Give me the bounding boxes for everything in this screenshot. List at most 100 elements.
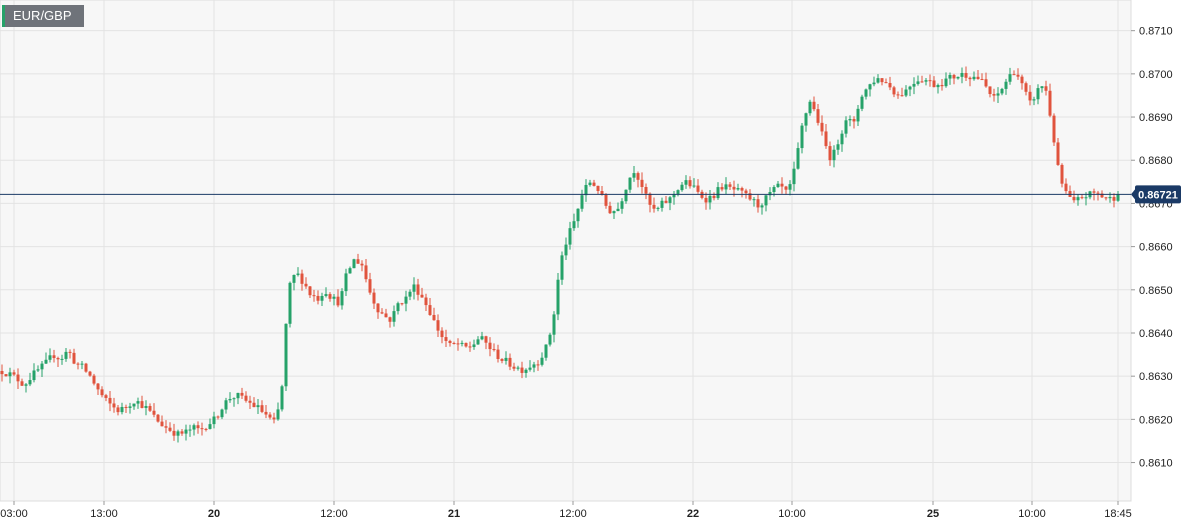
candle-body: [188, 429, 192, 431]
candle-body: [608, 205, 612, 214]
candle-body: [180, 431, 184, 434]
candle-body: [824, 131, 828, 147]
candle-body: [504, 357, 508, 361]
candle-body: [152, 410, 156, 415]
candle-body: [968, 77, 972, 80]
candle-body: [832, 149, 836, 161]
candle-body: [480, 336, 484, 340]
candle-body: [800, 125, 804, 149]
candle-body: [396, 303, 400, 312]
candle-body: [680, 184, 684, 191]
candle-body: [128, 406, 132, 408]
candle-body: [720, 187, 724, 190]
candle-body: [1080, 197, 1084, 199]
candle-body: [672, 193, 676, 198]
candle-body: [956, 76, 960, 79]
candle-body: [260, 405, 264, 412]
candle-body: [64, 351, 68, 359]
candle-body: [1056, 142, 1060, 165]
candle-body: [1108, 196, 1112, 199]
current-price-label-bg: [1135, 185, 1181, 204]
candle-body: [468, 346, 472, 348]
candle-body: [804, 113, 808, 126]
candle-body: [928, 80, 932, 82]
candle-body: [344, 273, 348, 292]
candle-body: [340, 291, 344, 306]
y-tick-label: 0.8630: [1139, 371, 1173, 383]
candle-body: [268, 414, 272, 418]
candle-body: [100, 389, 104, 396]
candle-body: [240, 392, 244, 396]
x-tick-label: 12:00: [559, 508, 587, 520]
candle-body: [752, 199, 756, 201]
candle-body: [668, 197, 672, 203]
x-tick-label: 12:00: [320, 508, 348, 520]
candle-body: [876, 78, 880, 83]
candle-body: [56, 358, 60, 360]
candle-body: [988, 86, 992, 95]
candle-body: [320, 295, 324, 301]
symbol-badge[interactable]: EUR/GBP: [2, 5, 84, 27]
candle-body: [244, 395, 248, 401]
candle-body: [712, 195, 716, 199]
candle-body: [200, 428, 204, 430]
candle-body: [304, 283, 308, 287]
candle-body: [708, 195, 712, 203]
candle-body: [872, 82, 876, 85]
candle-body: [1016, 74, 1020, 77]
candle-body: [160, 421, 164, 427]
candle-body: [820, 122, 824, 132]
candle-body: [1100, 193, 1104, 198]
candle-body: [328, 294, 332, 299]
candle-body: [72, 352, 76, 364]
candle-body: [292, 274, 296, 283]
candle-body: [496, 349, 500, 360]
candle-body: [92, 375, 96, 384]
candle-body: [856, 108, 860, 122]
candle-body: [632, 173, 636, 178]
candle-body: [892, 87, 896, 95]
candle-body: [528, 367, 532, 370]
candle-body: [288, 282, 292, 324]
candle-body: [192, 425, 196, 430]
candle-body: [584, 184, 588, 196]
candle-body: [716, 187, 720, 199]
candle-body: [844, 120, 848, 134]
candle-body: [556, 279, 560, 315]
candle-body: [772, 187, 776, 193]
candle-body: [576, 208, 580, 222]
candle-body: [848, 119, 852, 121]
candle-body: [60, 358, 64, 360]
candle-body: [972, 76, 976, 80]
candle-body: [144, 406, 148, 408]
candle-body: [1096, 192, 1100, 194]
candle-body: [500, 359, 504, 361]
candle-body: [640, 179, 644, 187]
x-tick-label: 10:00: [1018, 508, 1046, 520]
candle-body: [704, 197, 708, 203]
current-price-label-pointer: [1131, 189, 1135, 200]
y-tick-label: 0.8620: [1139, 414, 1173, 426]
candle-body: [116, 407, 120, 413]
candle-body: [1076, 197, 1080, 201]
candle-body: [436, 320, 440, 331]
x-tick-label: 18:45: [1104, 508, 1132, 520]
candle-body: [1072, 196, 1076, 201]
candle-body: [940, 84, 944, 87]
candle-body: [920, 81, 924, 83]
x-tick-label: 25: [927, 508, 939, 520]
candle-body: [348, 268, 352, 274]
candle-body: [296, 273, 300, 275]
candle-body: [112, 403, 116, 408]
candle-body: [472, 344, 476, 348]
candle-body: [120, 406, 124, 413]
candle-body: [912, 83, 916, 87]
x-axis: 03:00 13:00 20 12:00 21 12:00 22 10:00 25 10:00 18…: [0, 501, 1132, 520]
candle-body: [964, 72, 968, 78]
candle-body: [692, 185, 696, 187]
x-tick-label: 10:00: [778, 508, 806, 520]
candle-body: [596, 185, 600, 192]
candle-body: [124, 406, 128, 408]
candle-body: [284, 323, 288, 387]
